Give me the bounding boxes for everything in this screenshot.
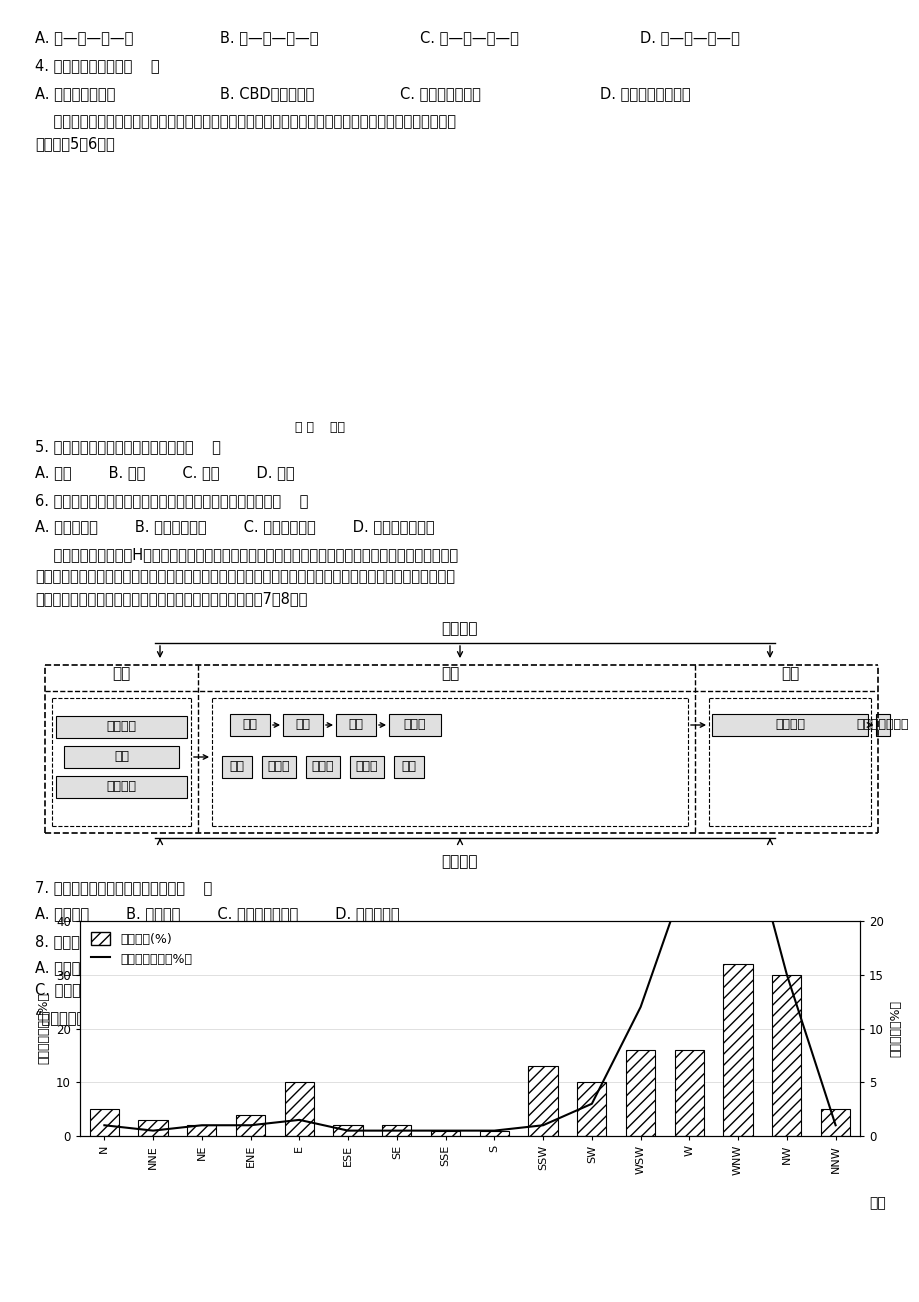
Text: 8. 与新疆相比，越南承接纺纱和织造产业的优势是（    ）: 8. 与新疆相比，越南承接纺纱和织造产业的优势是（ ） xyxy=(35,934,273,949)
Text: 中游: 中游 xyxy=(440,667,459,681)
Text: C. 棉花资源丰富且品质好        D. 棉花产业发展历史悠久: C. 棉花资源丰富且品质好 D. 棉花产业发展历史悠久 xyxy=(35,982,287,997)
Bar xyxy=(349,756,383,779)
Text: B. 甲—丁—丙—乙: B. 甲—丁—丙—乙 xyxy=(220,30,318,46)
Text: 匹染布: 匹染布 xyxy=(356,760,378,773)
Text: 色纺织全产业链，其中纺织业的部分产业（纺纱和织造）开始向东南亚转移，在越南建立新的生产基地，进一: 色纺织全产业链，其中纺织业的部分产业（纺纱和织造）开始向东南亚转移，在越南建立新… xyxy=(35,569,455,585)
Text: 色织布: 色织布 xyxy=(312,760,334,773)
Text: 成衣生产: 成衣生产 xyxy=(774,719,804,732)
Text: A. 增施有机肥        B. 乳化沥青固沙        C. 采用滴灌技术        D. 设置石方格沙障: A. 增施有机肥 B. 乳化沥青固沙 C. 采用滴灌技术 D. 设置石方格沙障 xyxy=(35,519,434,534)
Y-axis label: 输沙比重（%）: 输沙比重（%） xyxy=(889,1000,902,1057)
Text: 总部位于我国东部的H公司，是全球最大的色纺纱企业，近年开始实施转型发展战略。以新疆为中心布局: 总部位于我国东部的H公司，是全球最大的色纺纱企业，近年开始实施转型发展战略。以新… xyxy=(35,547,458,562)
Text: 7. 图中体现的产业活动地域联系是（    ）: 7. 图中体现的产业活动地域联系是（ ） xyxy=(35,880,212,894)
Bar xyxy=(56,776,187,798)
Text: 6. 能起到降低风速，改善地表状况，固定沙源作用的措施是（    ）: 6. 能起到降低风速，改善地表状况，固定沙源作用的措施是（ ） xyxy=(35,493,308,508)
Bar xyxy=(771,975,800,1137)
Text: 5. 策勒绿洲的防沙工作重点在绿洲的（    ）: 5. 策勒绿洲的防沙工作重点在绿洲的（ ） xyxy=(35,439,221,454)
Bar xyxy=(334,1125,362,1137)
Bar xyxy=(528,1066,557,1137)
Text: A. 劳动力更加丰富且廉价        B. “一带一路”政策支持: A. 劳动力更加丰富且廉价 B. “一带一路”政策支持 xyxy=(35,960,283,975)
Text: 技术研发: 技术研发 xyxy=(441,854,478,868)
Text: 染色: 染色 xyxy=(348,719,363,732)
Text: C. 中心区地价下降: C. 中心区地价下降 xyxy=(400,86,481,102)
Bar xyxy=(393,756,424,779)
Text: 棉花: 棉花 xyxy=(114,750,129,763)
Bar xyxy=(625,1049,654,1137)
Text: 纺纱: 纺纱 xyxy=(243,719,257,732)
Bar xyxy=(285,1082,313,1137)
Text: 步拓展海外市场。下图为纺织产业链生产模式示意图，完成7、8题。: 步拓展海外市场。下图为纺织产业链生产模式示意图，完成7、8题。 xyxy=(35,591,307,605)
Bar xyxy=(722,963,752,1137)
Bar xyxy=(90,1109,119,1137)
Text: 化学纤维: 化学纤维 xyxy=(107,780,136,793)
Bar xyxy=(283,713,323,736)
Text: 品牌服装、家纺: 品牌服装、家纺 xyxy=(856,719,908,732)
Text: 辅料: 辅料 xyxy=(401,760,416,773)
Bar xyxy=(221,756,252,779)
Bar xyxy=(64,746,179,768)
Legend: 输沙比重(%), 起风风向分布（%）: 输沙比重(%), 起风风向分布（%） xyxy=(86,927,197,971)
Bar xyxy=(430,1130,460,1137)
Text: B. CBD向城郊转移: B. CBD向城郊转移 xyxy=(220,86,314,102)
Text: A. 生产协作        B. 商贸联系        C. 科技与信息联系        D. 零部件联系: A. 生产协作 B. 商贸联系 C. 科技与信息联系 D. 零部件联系 xyxy=(35,906,399,921)
Text: 织造: 织造 xyxy=(295,719,311,732)
Text: 白纱: 白纱 xyxy=(229,760,244,773)
Bar xyxy=(576,1082,606,1137)
Bar xyxy=(711,713,867,736)
Text: C. 丙—丁—乙—甲: C. 丙—丁—乙—甲 xyxy=(420,30,518,46)
Bar xyxy=(230,713,269,736)
Bar xyxy=(139,1120,167,1137)
Text: 笨 乙    丙图: 笨 乙 丙图 xyxy=(295,421,345,434)
Text: 图，完成5、6题。: 图，完成5、6题。 xyxy=(35,135,115,151)
Text: 策勒绿洲是新疆塔里木盆地南缘风沙危害的重灾区。下图为策勒绿洲各风向输沙比重和起风风向分布比重: 策勒绿洲是新疆塔里木盆地南缘风沙危害的重灾区。下图为策勒绿洲各风向输沙比重和起风… xyxy=(35,115,456,129)
Text: 节能服务: 节能服务 xyxy=(441,621,478,635)
Bar xyxy=(306,756,340,779)
Text: A. 城市化水平下降: A. 城市化水平下降 xyxy=(35,86,115,102)
Text: A. 甲—丁—乙—丙: A. 甲—丁—乙—丙 xyxy=(35,30,133,46)
Bar xyxy=(262,756,296,779)
Text: D. 城郊交通网更完善: D. 城郊交通网更完善 xyxy=(599,86,690,102)
Bar xyxy=(479,1130,508,1137)
Bar xyxy=(56,716,187,738)
Bar xyxy=(381,1125,411,1137)
Text: 天然纤维: 天然纤维 xyxy=(107,720,136,733)
Bar xyxy=(335,713,376,736)
Text: 上游: 上游 xyxy=(112,667,130,681)
Text: 下游: 下游 xyxy=(780,667,799,681)
Text: 后整理: 后整理 xyxy=(403,719,425,732)
Bar xyxy=(236,1115,265,1137)
Text: D. 丁—乙—丙—甲: D. 丁—乙—丙—甲 xyxy=(640,30,739,46)
Y-axis label: 起风风向分布（%）: 起风风向分布（%） xyxy=(38,992,51,1065)
Bar xyxy=(875,713,889,736)
Bar xyxy=(187,1125,216,1137)
Text: 色纺纱: 色纺纱 xyxy=(267,760,289,773)
Bar xyxy=(820,1109,849,1137)
Text: 4. 与甲相比，丙时期（    ）: 4. 与甲相比，丙时期（ ） xyxy=(35,59,160,73)
Text: 风向: 风向 xyxy=(868,1197,886,1210)
Text: A. 东面        B. 南面        C. 西面        D. 北面: A. 东面 B. 南面 C. 西面 D. 北面 xyxy=(35,465,294,480)
Bar xyxy=(674,1049,703,1137)
Bar xyxy=(389,713,440,736)
Text: “双十一网络热度指数”是指从新闻媒体、微博、淘宝等平台采集提取购物相关信息，并对阅读量、评论、: “双十一网络热度指数”是指从新闻媒体、微博、淘宝等平台采集提取购物相关信息，并对… xyxy=(35,1010,443,1025)
